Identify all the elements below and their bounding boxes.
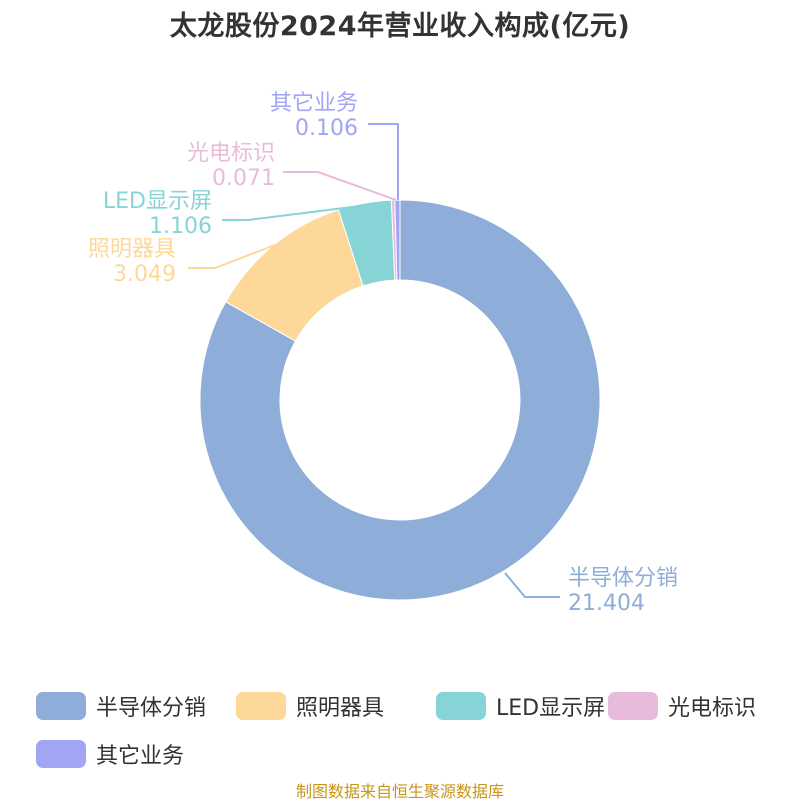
chart-title: 太龙股份2024年营业收入构成(亿元) (169, 11, 631, 42)
leader-line (222, 204, 369, 221)
legend-label: LED显示屏 (496, 696, 606, 721)
leader-line (504, 572, 560, 598)
legend-label: 照明器具 (296, 696, 385, 721)
legend-label: 其它业务 (96, 744, 185, 769)
slice-value-label: 21.404 (568, 591, 645, 616)
slice-value-label: 0.106 (295, 116, 358, 141)
slice-name-label: 其它业务 (270, 91, 358, 116)
leader-line (283, 171, 397, 201)
slice-value-label: 3.049 (113, 262, 176, 287)
legend-label: 光电标识 (668, 696, 757, 721)
leader-line (188, 244, 276, 269)
source-note: 制图数据来自恒生聚源数据库 (295, 782, 504, 801)
legend-item[interactable]: 半导体分销 (36, 690, 206, 722)
legend-swatch (36, 692, 86, 720)
slice-name-label: 照明器具 (88, 237, 176, 262)
legend-item[interactable]: LED显示屏 (436, 690, 605, 722)
legend-item[interactable]: 照明器具 (236, 690, 384, 722)
slice-name-label: 光电标识 (187, 141, 275, 166)
slice-name-label: 半导体分销 (568, 566, 678, 591)
legend-swatch (236, 692, 286, 720)
legend-item[interactable]: 光电标识 (608, 690, 756, 722)
legend-swatch (36, 740, 86, 768)
pie-slice (199, 199, 601, 601)
legend-label: 半导体分销 (96, 696, 207, 721)
slice-value-label: 1.106 (149, 214, 212, 239)
legend-item[interactable]: 其它业务 (36, 738, 184, 770)
legend-swatch (436, 692, 486, 720)
pie-slice (394, 199, 401, 281)
legend-swatch (608, 692, 658, 720)
leader-line (368, 123, 399, 200)
slice-name-label: LED显示屏 (103, 189, 212, 214)
slice-value-label: 0.071 (212, 166, 275, 191)
